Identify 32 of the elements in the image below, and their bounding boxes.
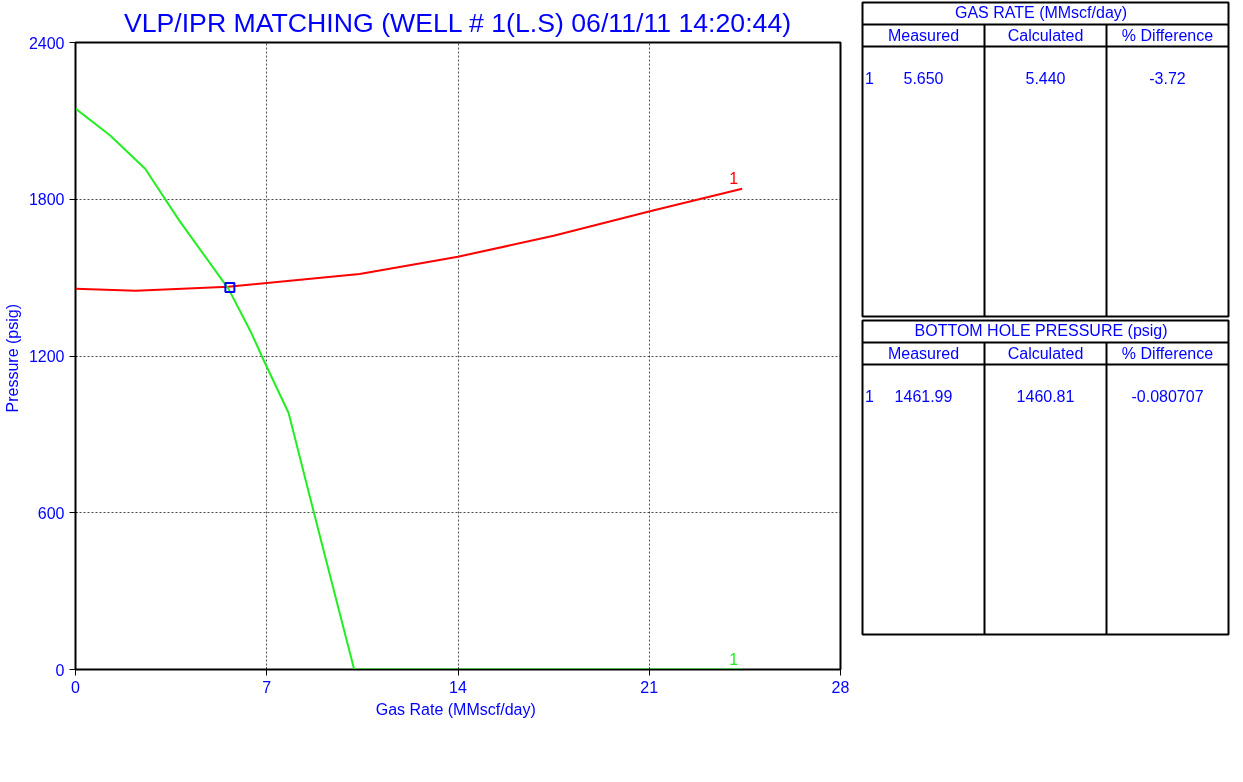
text: GAS RATE (MMscf/day): [954, 4, 1128, 22]
x-tick-label: 28: [831, 678, 850, 696]
chart-title: VLP/IPR MATCHING (WELL # 1(L.S) 06/11/11 14:20:44): [123, 7, 792, 38]
text: % Difference: [1121, 344, 1214, 362]
text: 5.440: [1025, 69, 1066, 87]
x-tick-label: 7: [262, 678, 272, 696]
x-axis-title: Gas Rate (MMscf/day): [375, 700, 536, 718]
x-tick-label: 0: [71, 678, 81, 696]
text: 5.650: [903, 69, 944, 87]
y-tick-label: 0: [55, 661, 65, 679]
x-tick-label: 21: [640, 678, 659, 696]
text: -3.72: [1149, 69, 1186, 87]
text: 1460.81: [1016, 387, 1075, 405]
text: Measured: [887, 344, 960, 362]
text: Calculated: [1007, 26, 1084, 44]
y-axis-title: Pressure (psig): [3, 303, 21, 413]
text: -0.080707: [1131, 387, 1204, 405]
x-tick-label: 14: [449, 678, 467, 696]
text: Calculated: [1007, 344, 1084, 362]
text: 1: [864, 69, 874, 87]
text: 1461.99: [894, 387, 953, 405]
line-series: [75, 187, 744, 292]
text: Measured: [887, 26, 960, 44]
y-tick-label: 1800: [28, 191, 65, 209]
text: 1: [864, 387, 874, 405]
y-tick-label: 2400: [28, 34, 65, 52]
series-label: 1: [729, 650, 739, 668]
series-label: 1: [729, 169, 739, 187]
text: % Difference: [1121, 26, 1214, 44]
y-tick-label: 1200: [28, 348, 65, 365]
text: BOTTOM HOLE PRESSURE (psig): [914, 322, 1168, 340]
y-tick-label: 600: [37, 504, 65, 522]
